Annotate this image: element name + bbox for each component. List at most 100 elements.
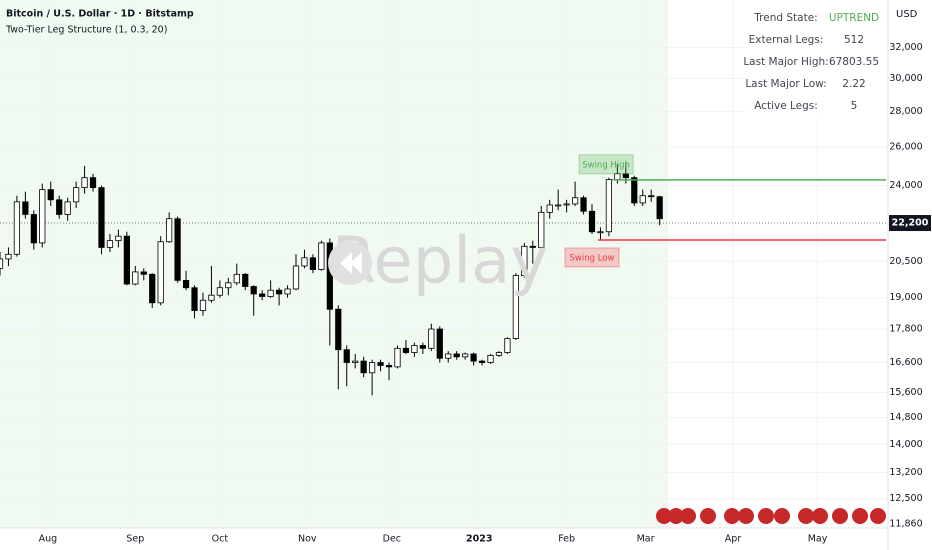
candle-body <box>199 299 207 311</box>
x-tick-label: Feb <box>558 534 575 545</box>
x-tick-label: Mar <box>637 534 655 545</box>
candle-body <box>385 365 393 368</box>
table-value: 512 <box>844 34 864 46</box>
candle-body <box>436 328 443 359</box>
y-tick-label: 16,600 <box>889 357 922 368</box>
candle-body <box>140 271 147 275</box>
flag <box>774 508 790 524</box>
flag <box>832 508 848 524</box>
event-flags <box>656 508 886 524</box>
y-tick-label: 13,200 <box>889 467 922 478</box>
y-tick-label: 20,500 <box>889 256 922 267</box>
candle-body <box>98 187 105 248</box>
candle-body <box>123 235 130 285</box>
candle-body <box>149 273 156 304</box>
y-tick-label: 30,000 <box>889 73 922 84</box>
candle-body <box>639 195 646 204</box>
candle-body <box>428 328 435 349</box>
candle-body <box>538 211 545 248</box>
y-tick-label: 26,000 <box>889 142 922 153</box>
candle-body <box>166 218 173 243</box>
price-axis <box>888 0 932 550</box>
x-tick-label: Nov <box>298 534 317 545</box>
y-tick-label: 14,000 <box>889 439 922 450</box>
main-layer: Swing High Swing Low <box>0 154 888 396</box>
candle-body <box>115 235 122 242</box>
candle-body <box>478 360 486 363</box>
swing-label-box <box>564 247 620 268</box>
candle-body <box>30 214 37 244</box>
candle-body <box>360 360 367 374</box>
candle-body <box>89 177 97 189</box>
symbol-title: Bitcoin / U.S. Dollar · 1D · Bitstamp <box>6 9 194 20</box>
candle-body <box>275 289 283 295</box>
candle-body <box>352 360 359 363</box>
candle-body <box>597 231 604 234</box>
y-tick-label: 14,800 <box>889 412 922 423</box>
x-tick-label: Apr <box>725 534 742 545</box>
candle-body <box>563 203 570 206</box>
flag <box>852 508 868 524</box>
candle-body <box>369 362 376 374</box>
flag <box>758 508 774 524</box>
flag <box>738 508 754 524</box>
flag <box>870 508 886 524</box>
candle-body <box>191 287 198 311</box>
table-value: 2.22 <box>842 78 865 90</box>
y-tick-label: 12,500 <box>889 493 922 504</box>
candle-body <box>487 354 494 363</box>
candle-body <box>335 308 342 351</box>
x-tick-label: Dec <box>383 534 401 545</box>
candle-body <box>73 187 80 203</box>
table-label: Active Legs: <box>754 100 818 112</box>
x-tick-label: May <box>808 534 828 545</box>
y-tick-label: 19,000 <box>889 292 922 303</box>
y-tick-label: 28,000 <box>889 106 922 117</box>
candle-body <box>292 265 300 290</box>
table-value: UPTREND <box>829 12 879 24</box>
candle-body <box>656 196 663 220</box>
candle-body <box>0 258 4 269</box>
currency-label: USD <box>896 9 918 20</box>
candle-body <box>402 347 410 353</box>
candle-body <box>81 177 88 189</box>
candle-body <box>631 177 638 204</box>
candle-body <box>250 286 257 295</box>
candle-body <box>132 271 139 285</box>
candle-body <box>216 287 223 296</box>
candle-body <box>13 201 21 255</box>
info-table <box>745 0 887 118</box>
candle-body <box>419 345 426 349</box>
candle-body <box>22 201 29 215</box>
x-tick-label: 2023 <box>466 534 492 545</box>
swing-label-box <box>578 154 634 175</box>
candle-body <box>495 352 503 356</box>
candle-body <box>504 338 511 353</box>
candle-body <box>580 197 587 212</box>
candle-body <box>614 173 621 181</box>
candle-body <box>301 257 308 267</box>
candle-body <box>284 288 291 295</box>
x-tick-label: Oct <box>212 534 229 545</box>
flag <box>700 508 716 524</box>
candle-body <box>394 347 401 368</box>
candle-body <box>521 245 528 276</box>
candle-body <box>318 242 325 270</box>
table-label: Last Major Low: <box>745 78 826 90</box>
candle-body <box>56 199 63 215</box>
candle-body <box>622 173 629 179</box>
x-tick-label: Aug <box>39 534 58 545</box>
candle-body <box>225 282 232 289</box>
x-tick-label: Sep <box>126 534 144 545</box>
candle-body <box>267 289 274 297</box>
candle-body <box>174 218 181 281</box>
candle-body <box>453 353 460 358</box>
candle-body <box>571 197 579 205</box>
y-tick-label: 24,000 <box>889 180 922 191</box>
table-label: External Legs: <box>749 34 824 46</box>
top-layer: 11,860 12,500 13,200 14,000 14,800 15,600 16,6… <box>39 42 931 545</box>
flag <box>798 508 814 524</box>
table-label: Trend State: <box>753 12 817 24</box>
